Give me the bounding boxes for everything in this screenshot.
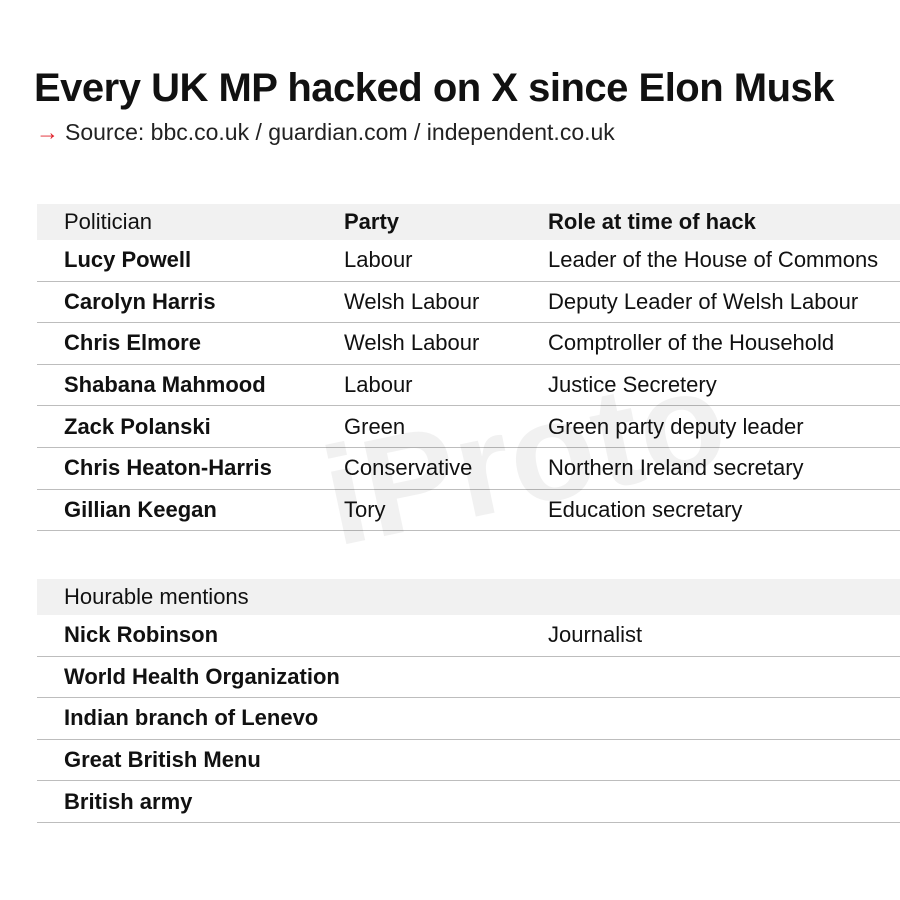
table-header: Hourable mentions: [37, 579, 900, 615]
table-row: Great British Menu: [37, 740, 900, 782]
name-cell: Gillian Keegan: [64, 496, 217, 522]
party-cell: Welsh Labour: [344, 330, 480, 356]
name-cell: Chris Heaton-Harris: [64, 455, 272, 481]
name-cell: Zack Polanski: [64, 413, 211, 439]
honourable-mentions-table: Hourable mentions Nick Robinson Journalis…: [37, 579, 900, 823]
table-row: Zack Polanski Green Green party deputy lea…: [37, 406, 900, 448]
party-cell: Labour: [344, 372, 413, 398]
hacked-mps-table: Politician Party Role at time of hack Lu…: [37, 204, 900, 532]
role-cell: Northern Ireland secretary: [548, 455, 804, 481]
role-cell: Green party deputy leader: [548, 413, 804, 439]
table-row: Shabana Mahmood Labour Justice Secretery: [37, 365, 900, 407]
role-cell: Justice Secretery: [548, 372, 717, 398]
role-cell: Comptroller of the Household: [548, 330, 835, 356]
name-cell: Indian branch of Lenevo: [64, 705, 319, 731]
role-cell: Journalist: [548, 622, 643, 648]
role-cell: Education secretary: [548, 496, 743, 522]
table-row: Nick Robinson Journalist: [37, 615, 900, 657]
source-line: → Source: bbc.co.uk / guardian.com / inde…: [36, 119, 886, 146]
name-cell: Lucy Powell: [64, 247, 192, 273]
table-row: Gillian Keegan Tory Education secretary: [37, 490, 900, 532]
header-mentions: Hourable mentions: [64, 584, 249, 609]
table-row: Chris Elmore Welsh Labour Comptroller of t…: [37, 323, 900, 365]
header-politician: Politician: [64, 209, 153, 234]
name-cell: Carolyn Harris: [64, 288, 216, 314]
name-cell: British army: [64, 788, 193, 814]
party-cell: Tory: [344, 496, 386, 522]
party-cell: Labour: [344, 247, 413, 273]
header-role: Role at time of hack: [548, 209, 756, 234]
name-cell: Great British Menu: [64, 747, 261, 773]
role-cell: Leader of the House of Commons: [548, 247, 879, 273]
name-cell: Chris Elmore: [64, 330, 201, 356]
table-row: Carolyn Harris Welsh Labour Deputy Leader …: [37, 282, 900, 324]
role-cell: Deputy Leader of Welsh Labour: [548, 288, 859, 314]
table-row: Chris Heaton-Harris Conservative Northern …: [37, 448, 900, 490]
table-row: Lucy Powell Labour Leader of the House of …: [37, 240, 900, 282]
header-party: Party: [344, 209, 400, 234]
table-row: British army: [37, 781, 900, 823]
table-row: World Health Organization: [37, 657, 900, 699]
name-cell: Shabana Mahmood: [64, 372, 266, 398]
source-text: Source: bbc.co.uk / guardian.com / indep…: [65, 119, 615, 145]
table-row: Indian branch of Lenevo: [37, 698, 900, 740]
right-arrow-icon: →: [36, 119, 59, 145]
page-title: Every UK MP hacked on X since Elon Musk: [34, 66, 835, 110]
name-cell: World Health Organization: [64, 663, 340, 689]
party-cell: Green: [344, 413, 406, 439]
name-cell: Nick Robinson: [64, 622, 219, 648]
table-header: Politician Party Role at time of hack: [37, 204, 900, 240]
party-cell: Conservative: [344, 455, 473, 481]
party-cell: Welsh Labour: [344, 288, 480, 314]
